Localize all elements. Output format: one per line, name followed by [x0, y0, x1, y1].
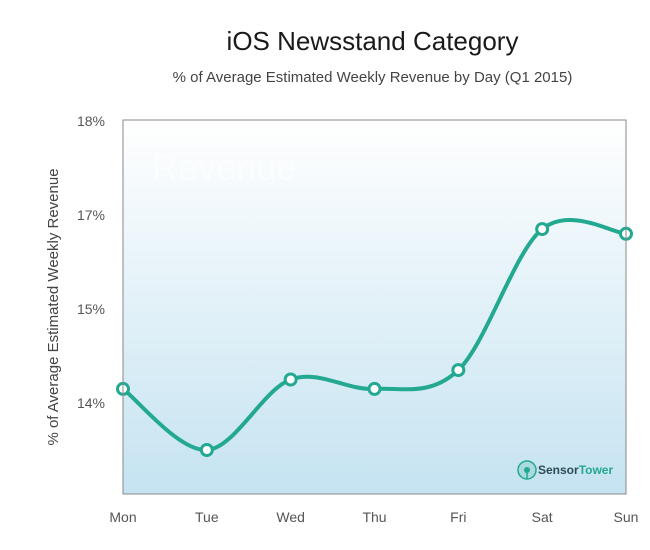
sensortower-logo: SensorTower: [517, 460, 613, 480]
data-point: [451, 363, 466, 378]
x-tick-label: Fri: [450, 509, 466, 525]
data-point: [367, 381, 382, 396]
x-tick-label: Tue: [195, 509, 219, 525]
x-tick-label: Wed: [276, 509, 305, 525]
y-tick-label: 14%: [77, 395, 105, 411]
sensortower-logo-sensor: Sensor: [538, 463, 579, 477]
data-point: [535, 222, 550, 237]
plot-frame: [122, 119, 627, 495]
x-tick-label: Sat: [532, 509, 553, 525]
y-axis-title: % of Average Estimated Weekly Revenue: [45, 168, 62, 445]
y-tick-label: 17%: [77, 207, 105, 223]
watermark: Revenue: [152, 147, 296, 188]
plot-area: [123, 120, 626, 494]
chart-subtitle: % of Average Estimated Weekly Revenue by…: [172, 69, 573, 86]
x-tick-label: Sun: [614, 509, 639, 525]
y-tick-label: 15%: [77, 301, 105, 317]
sensortower-logo-text: SensorTower: [538, 463, 613, 477]
x-tick-label: Mon: [109, 509, 136, 525]
data-point: [199, 443, 214, 457]
sensortower-logo-tower: Tower: [579, 463, 614, 477]
data-point: [283, 372, 298, 387]
chart-title: iOS Newsstand Category: [226, 26, 519, 56]
x-tick-label: Thu: [362, 509, 386, 525]
y-tick-label: 18%: [77, 113, 105, 129]
